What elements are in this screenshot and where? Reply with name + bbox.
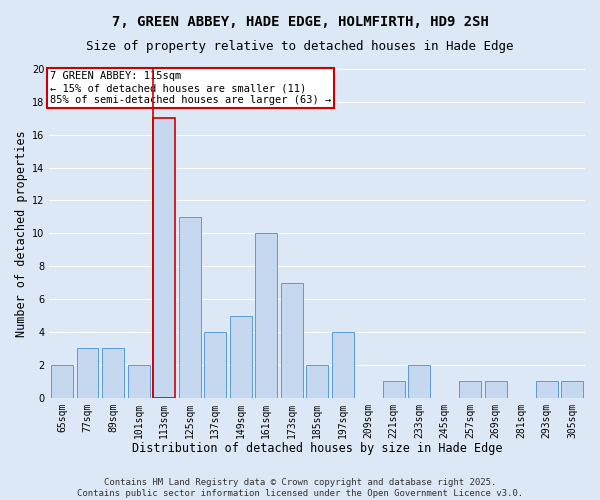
Bar — [332, 332, 353, 398]
Bar — [179, 217, 200, 398]
Bar — [103, 348, 124, 398]
Bar — [562, 382, 583, 398]
Text: 7 GREEN ABBEY: 115sqm
← 15% of detached houses are smaller (11)
85% of semi-deta: 7 GREEN ABBEY: 115sqm ← 15% of detached … — [50, 72, 331, 104]
Bar — [205, 332, 226, 398]
Y-axis label: Number of detached properties: Number of detached properties — [15, 130, 28, 336]
Bar — [154, 118, 175, 398]
Bar — [485, 382, 506, 398]
Bar — [77, 348, 98, 398]
X-axis label: Distribution of detached houses by size in Hade Edge: Distribution of detached houses by size … — [132, 442, 502, 455]
Bar — [536, 382, 557, 398]
Text: Contains HM Land Registry data © Crown copyright and database right 2025.
Contai: Contains HM Land Registry data © Crown c… — [77, 478, 523, 498]
Bar — [307, 365, 328, 398]
Bar — [230, 316, 251, 398]
Bar — [256, 234, 277, 398]
Bar — [281, 282, 302, 398]
Bar — [383, 382, 404, 398]
Bar — [409, 365, 430, 398]
Bar — [128, 365, 149, 398]
Bar — [52, 365, 73, 398]
Text: Size of property relative to detached houses in Hade Edge: Size of property relative to detached ho… — [86, 40, 514, 53]
Text: 7, GREEN ABBEY, HADE EDGE, HOLMFIRTH, HD9 2SH: 7, GREEN ABBEY, HADE EDGE, HOLMFIRTH, HD… — [112, 15, 488, 29]
Bar — [460, 382, 481, 398]
